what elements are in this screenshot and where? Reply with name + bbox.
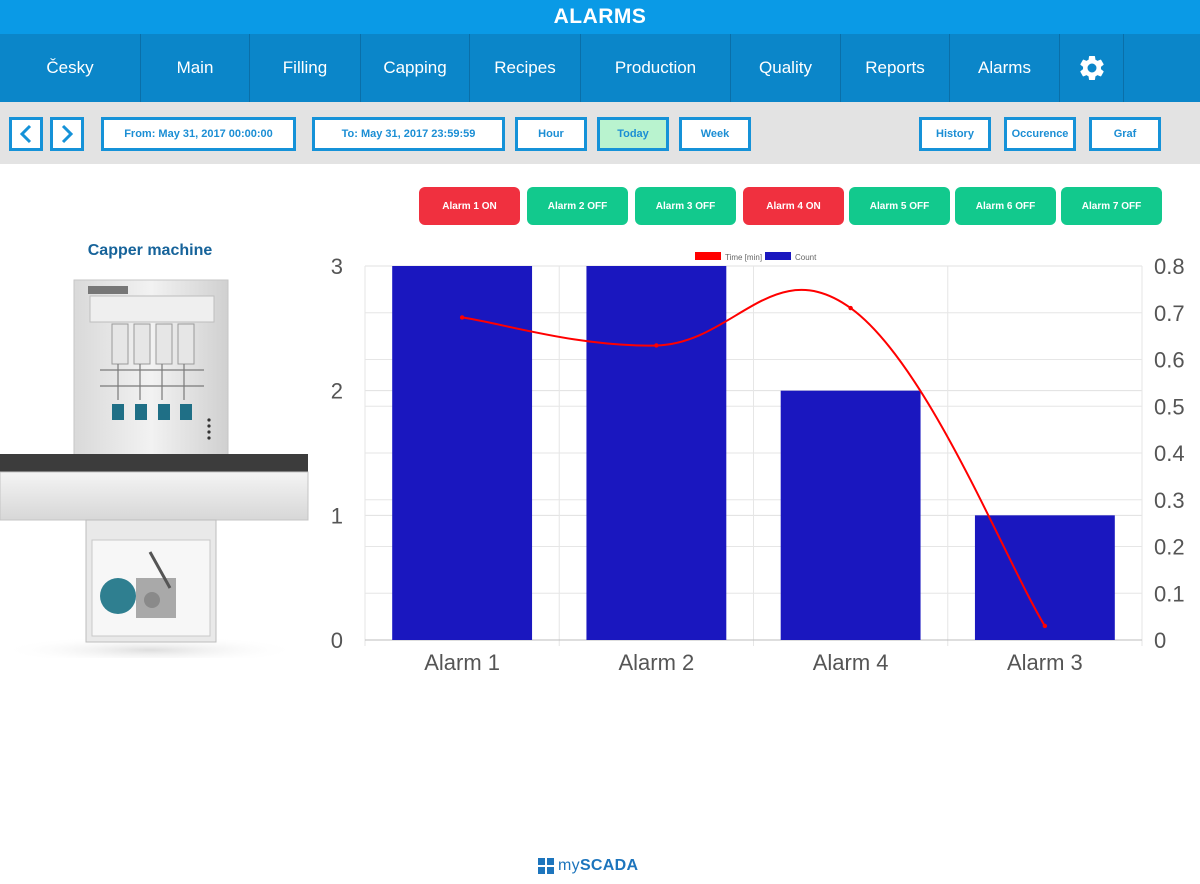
y2-tick-label: 0.7 — [1154, 301, 1185, 326]
alarm-1-toggle[interactable]: Alarm 1 ON — [419, 187, 520, 225]
time-series-line — [461, 288, 1046, 627]
nav-item-quality[interactable]: Quality — [731, 34, 841, 102]
time-point-4 — [1042, 623, 1048, 629]
nav-item-capping[interactable]: Capping — [361, 34, 470, 102]
nav-item-filling[interactable]: Filling — [250, 34, 361, 102]
y2-tick-label: 0.5 — [1154, 394, 1185, 419]
alarm-chart: 0 1 2 3 0 0.1 0.2 0.3 0.4 0.5 0.6 0.7 0.8 Alarm 1 Alar… — [310, 240, 1200, 680]
y2-tick-label: 0.6 — [1154, 348, 1185, 373]
to-date-field[interactable]: To: May 31, 2017 23:59:59 — [312, 117, 505, 151]
time-point-3 — [848, 305, 853, 311]
time-point-1 — [459, 315, 465, 320]
y-tick-label: 2 — [331, 379, 343, 404]
nav-item-reports[interactable]: Reports — [841, 34, 950, 102]
y-tick-label: 3 — [331, 254, 343, 279]
bar-alarm-3 — [974, 515, 1115, 640]
machine-title: Capper machine — [87, 242, 213, 259]
alarm-5-toggle[interactable]: Alarm 5 OFF — [849, 187, 950, 225]
y2-tick-label: 0.8 — [1154, 254, 1185, 279]
alarm-2-toggle[interactable]: Alarm 2 OFF — [527, 187, 628, 225]
y2-tick-label: 0 — [1154, 628, 1166, 653]
chevron-left-icon — [19, 124, 32, 144]
settings-button[interactable] — [1060, 34, 1124, 102]
y2-tick-label: 0.4 — [1154, 441, 1185, 466]
bar-alarm-4 — [780, 390, 921, 640]
capper-machine-image — [0, 278, 310, 664]
myscada-logo: mySCADA — [538, 857, 638, 875]
y2-tick-label: 0.3 — [1154, 488, 1185, 513]
from-date-field[interactable]: From: May 31, 2017 00:00:00 — [101, 117, 296, 151]
bar-alarm-1 — [392, 266, 533, 640]
history-button[interactable]: History — [919, 117, 991, 151]
nav-item-alarms[interactable]: Alarms — [950, 34, 1060, 102]
logo-suffix: SCADA — [579, 857, 639, 874]
logo-icon — [538, 858, 554, 874]
y-tick-label: 1 — [331, 503, 343, 528]
time-point-2 — [654, 343, 659, 348]
next-button[interactable] — [50, 117, 84, 151]
week-button[interactable]: Week — [679, 117, 751, 151]
y-tick-label: 0 — [331, 628, 343, 653]
legend-label-count: Count — [795, 253, 817, 262]
legend-label-time: Time [min] — [725, 253, 762, 262]
alarm-4-toggle[interactable]: Alarm 4 ON — [743, 187, 844, 225]
legend-swatch-time — [695, 252, 721, 260]
x-tick-label: Alarm 3 — [1007, 650, 1083, 675]
alarm-7-toggle[interactable]: Alarm 7 OFF — [1061, 187, 1162, 225]
legend-swatch-count — [765, 252, 791, 260]
y2-tick-label: 0.2 — [1154, 535, 1185, 560]
today-button[interactable]: Today — [597, 117, 669, 151]
x-tick-label: Alarm 2 — [618, 650, 694, 675]
alarm-6-toggle[interactable]: Alarm 6 OFF — [955, 187, 1056, 225]
nav-item-recipes[interactable]: Recipes — [470, 34, 581, 102]
logo-prefix: my — [558, 857, 580, 874]
occurence-button[interactable]: Occurence — [1004, 117, 1076, 151]
hour-button[interactable]: Hour — [515, 117, 587, 151]
nav-item-main[interactable]: Main — [141, 34, 250, 102]
previous-button[interactable] — [9, 117, 43, 151]
main-nav: Česky Main Filling Capping Recipes Produ… — [0, 34, 1200, 102]
y2-tick-label: 0.1 — [1154, 581, 1185, 606]
date-toolbar: From: May 31, 2017 00:00:00 To: May 31, … — [0, 102, 1200, 164]
x-tick-label: Alarm 4 — [813, 650, 889, 675]
chevron-right-icon — [61, 124, 74, 144]
page-title: ALARMS — [0, 0, 1200, 34]
nav-item-production[interactable]: Production — [581, 34, 731, 102]
graf-button[interactable]: Graf — [1089, 117, 1161, 151]
gear-icon — [1079, 55, 1104, 80]
nav-item-cesky[interactable]: Česky — [0, 34, 141, 102]
bar-alarm-2 — [586, 266, 727, 640]
alarm-3-toggle[interactable]: Alarm 3 OFF — [635, 187, 736, 225]
x-tick-label: Alarm 1 — [424, 650, 500, 675]
